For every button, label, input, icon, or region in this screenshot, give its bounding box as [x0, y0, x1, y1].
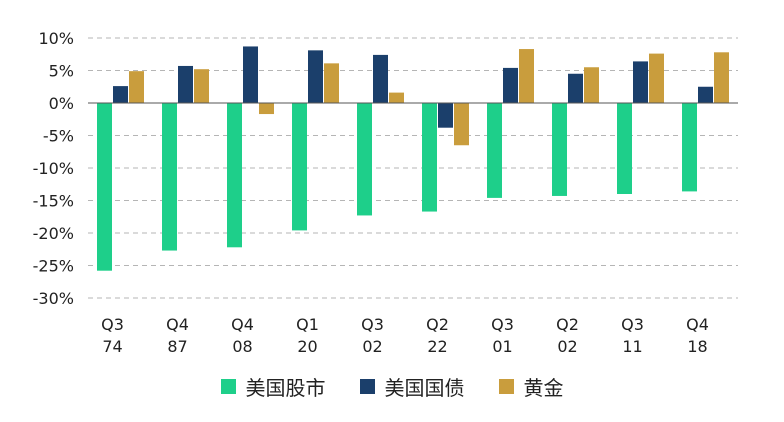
bar [454, 103, 469, 146]
bar [113, 86, 128, 103]
legend-label-treasuries: 美国国债 [384, 376, 465, 400]
bar [308, 50, 323, 103]
bar [324, 63, 339, 103]
x-tick-label-quarter: Q3 [621, 315, 644, 334]
bar-chart: 10% 5% 0% -5% -10% -15% -20% -25% -30% Q3 74 Q4 87 Q4… [33, 29, 738, 356]
bar [292, 103, 307, 231]
legend-label-stocks: 美国股市 [245, 376, 326, 400]
bar [194, 69, 209, 103]
y-tick-label: -25% [33, 257, 74, 276]
bar [503, 67, 518, 103]
x-tick-label-quarter: Q4 [231, 315, 254, 334]
bar [357, 103, 372, 216]
x-tick-label-year: 02 [557, 337, 577, 356]
bar [698, 86, 713, 103]
bar [714, 52, 729, 103]
x-tick-label-year: 20 [297, 337, 317, 356]
bar [487, 103, 502, 198]
x-tick-label-quarter: Q2 [556, 315, 579, 334]
legend-swatch-stocks [220, 379, 236, 394]
y-tick-label: 10% [38, 29, 74, 48]
bar [178, 65, 193, 103]
x-tick-label-year: 02 [362, 337, 382, 356]
bar [633, 61, 648, 103]
y-tick-label: -30% [33, 289, 74, 308]
x-tick-label-quarter: Q2 [426, 315, 449, 334]
y-tick-label: -20% [33, 224, 74, 243]
y-tick-label: 5% [49, 62, 74, 81]
x-tick-label-quarter: Q4 [166, 315, 189, 334]
x-tick-label-quarter: Q3 [101, 315, 124, 334]
bar [617, 103, 632, 194]
x-tick-label-year: 87 [167, 337, 187, 356]
bar [129, 71, 144, 103]
legend-item-treasuries: 美国国债 [359, 372, 465, 401]
y-tick-label: -10% [33, 159, 74, 178]
x-tick-label-year: 01 [492, 337, 512, 356]
bar [552, 103, 567, 196]
bar [682, 103, 697, 192]
legend-item-stocks: 美国股市 [220, 372, 326, 401]
x-tick-label-year: 18 [687, 337, 707, 356]
bar [649, 53, 664, 103]
bar [389, 92, 404, 103]
legend-item-gold: 黄金 [498, 372, 564, 401]
legend: 美国股市 美国国债 黄金 [0, 372, 784, 401]
y-tick-label: -5% [43, 127, 74, 146]
bar [259, 103, 274, 115]
y-tick-label: 0% [49, 94, 74, 113]
x-tick-label-quarter: Q3 [361, 315, 384, 334]
y-tick-label: -15% [33, 192, 74, 211]
x-tick-label-year: 08 [232, 337, 252, 356]
bar [227, 103, 242, 248]
bar [162, 103, 177, 251]
x-tick-label-quarter: Q4 [686, 315, 709, 334]
x-tick-label-quarter: Q1 [296, 315, 319, 334]
legend-label-gold: 黄金 [523, 376, 564, 400]
legend-swatch-treasuries [359, 379, 375, 394]
x-tick-label-year: 22 [427, 337, 447, 356]
bar [422, 103, 437, 212]
bar [373, 54, 388, 103]
x-tick-label-year: 11 [622, 337, 642, 356]
x-tick-label-quarter: Q3 [491, 315, 514, 334]
bar [97, 103, 112, 271]
bar [243, 46, 258, 103]
bar [584, 67, 599, 103]
bar [438, 103, 453, 128]
legend-swatch-gold [498, 379, 514, 394]
x-tick-label-year: 74 [102, 337, 122, 356]
bar [568, 73, 583, 103]
bar [519, 49, 534, 103]
